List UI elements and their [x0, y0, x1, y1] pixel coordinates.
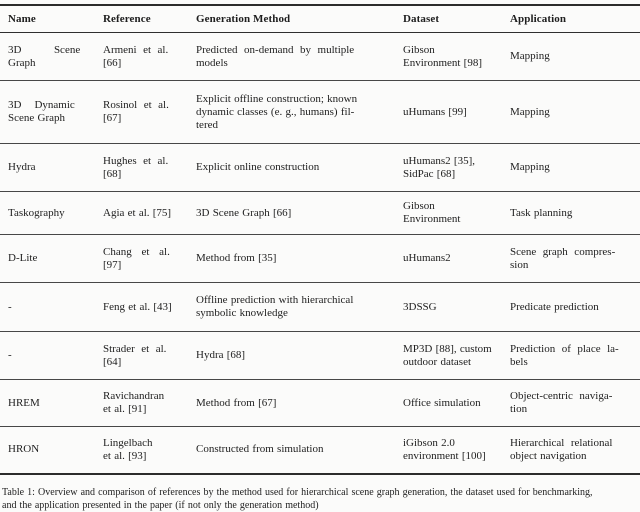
cell-reference: Chang et al. [97] — [95, 234, 188, 283]
cell-dataset: uHumans2 — [395, 234, 502, 283]
column-header-dataset: Dataset — [395, 5, 502, 33]
cell-method: Method from [67] — [188, 379, 395, 427]
cell-application: Mapping — [502, 80, 640, 144]
header-row: Name Reference Generation Method Dataset App… — [0, 5, 640, 33]
column-header-reference: Reference — [95, 5, 188, 33]
cell-reference: Feng et al. [43] — [95, 282, 188, 332]
table-row: - Feng et al. [43] Offline prediction with… — [0, 282, 640, 332]
cell-name: D-Lite — [0, 234, 95, 283]
cell-method: Hydra [68] — [188, 331, 395, 380]
cell-name: - — [0, 282, 95, 332]
table-header: Name Reference Generation Method Dataset App… — [0, 5, 640, 33]
cell-name: Hydra — [0, 143, 95, 192]
cell-dataset: Office simulation — [395, 379, 502, 427]
cell-reference: Hughes et al. [68] — [95, 143, 188, 192]
cell-method: Constructed from simulation — [196, 443, 324, 456]
table-body: 3D Scene Graph Armeni et al. [66] Predicte… — [0, 32, 640, 474]
cell-dataset: Gibson Environment — [395, 191, 502, 235]
cell-dataset: uHumans2 [35], SidPac [68] — [395, 143, 502, 192]
table-caption: Table 1: Overview and comparison of refe… — [2, 486, 593, 511]
cell-reference: Strader et al. [64] — [95, 331, 188, 380]
cell-name: - — [0, 331, 95, 380]
table-row: Taskography Agia et al. [75] 3D Scene Grap… — [0, 191, 640, 235]
column-header-method: Generation Method — [188, 5, 395, 33]
cell-method: Offline prediction with hierarchical sym… — [188, 282, 395, 332]
cell-application: Prediction of place la- bels — [502, 331, 640, 380]
cell-dataset: uHumans [99] — [395, 80, 502, 144]
cell-name: 3D Scene Graph — [0, 32, 95, 81]
cell-method: Method from [35] — [188, 234, 395, 283]
cell-reference: Lingelbach et al. [93] — [103, 436, 153, 462]
cell-method: Explicit online construction — [188, 143, 395, 192]
cell-application: Object-centric naviga- tion — [502, 379, 640, 427]
cell-application: Hierarchical relational object navigatio… — [510, 436, 613, 462]
table-row: Hydra Hughes et al. [68] Explicit online c… — [0, 143, 640, 192]
column-header-application: Application — [502, 5, 640, 33]
cell-method: Explicit offline construction; known dyn… — [188, 80, 395, 144]
cell-application: Mapping — [502, 32, 640, 81]
table-row: HRON Lingelbach et al. [93] Constructed fr… — [0, 427, 640, 474]
cell-application: Task planning — [502, 191, 640, 235]
table-row: - Strader et al. [64] Hydra [68] MP3D [88],… — [0, 331, 640, 380]
cell-reference: Agia et al. [75] — [95, 191, 188, 235]
cell-method: 3D Scene Graph [66] — [188, 191, 395, 235]
cell-reference: Armeni et al. [66] — [95, 32, 188, 81]
cell-reference: Ravichandran et al. [91] — [95, 379, 188, 427]
cell-dataset: iGibson 2.0 environment [100] — [403, 436, 486, 462]
cell-application: Scene graph compres- sion — [502, 234, 640, 283]
cell-name: Taskography — [0, 191, 95, 235]
table-row: 3D Dynamic Scene Graph Rosinol et al. [67… — [0, 80, 640, 144]
cell-reference: Rosinol et al. [67] — [95, 80, 188, 144]
references-comparison-table: Name Reference Generation Method Dataset App… — [0, 4, 640, 475]
cell-method: Predicted on-demand by multiple models — [188, 32, 395, 81]
cell-application: Mapping — [502, 143, 640, 192]
table-row: HREM Ravichandran et al. [91] Method from … — [0, 379, 640, 427]
cell-name: 3D Dynamic Scene Graph — [0, 80, 95, 144]
cell-dataset: MP3D [88], custom outdoor dataset — [395, 331, 502, 380]
cell-name: HRON — [8, 443, 40, 456]
table-row: D-Lite Chang et al. [97] Method from [35] u… — [0, 234, 640, 283]
table-row: 3D Scene Graph Armeni et al. [66] Predicte… — [0, 32, 640, 81]
cell-name: HREM — [0, 379, 95, 427]
column-header-name: Name — [0, 5, 95, 33]
cell-dataset: 3DSSG — [395, 282, 502, 332]
cell-application: Predicate prediction — [502, 282, 640, 332]
cell-dataset: Gibson Environment [98] — [395, 32, 502, 81]
